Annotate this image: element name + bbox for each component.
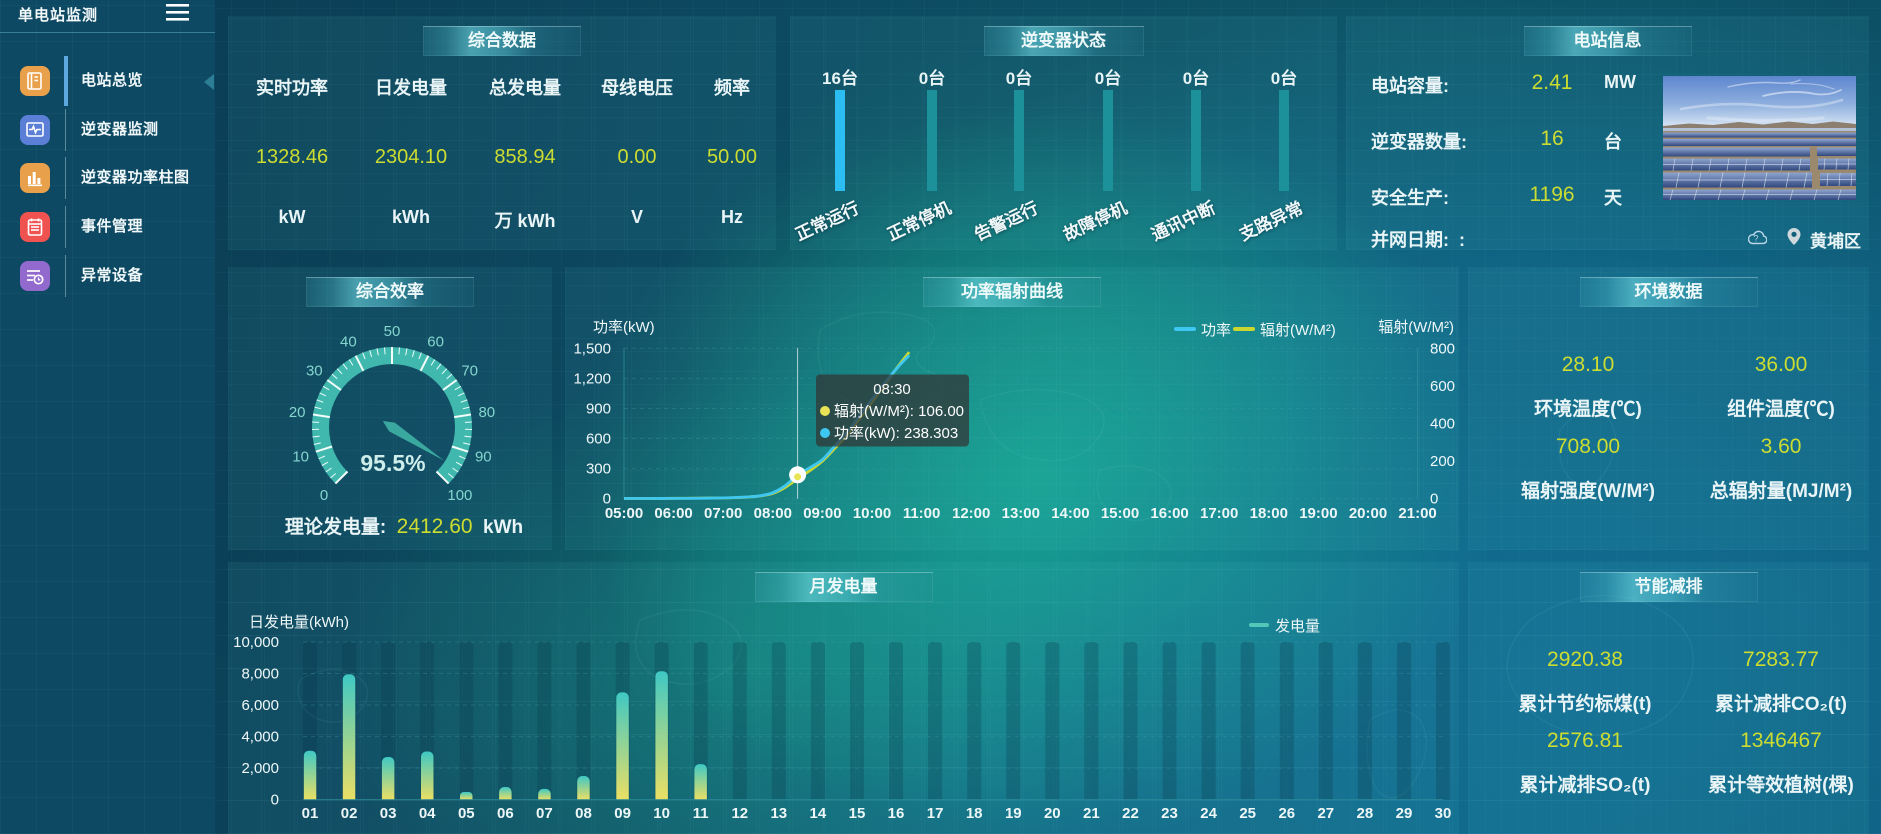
svg-text:400: 400: [1430, 416, 1455, 433]
svg-text:0: 0: [1430, 491, 1438, 508]
svg-text:20: 20: [1044, 805, 1061, 822]
svg-text:03: 03: [380, 805, 397, 822]
svg-text:01: 01: [302, 805, 319, 822]
svg-text:25: 25: [1239, 805, 1256, 822]
svg-text:24: 24: [1200, 805, 1217, 822]
svg-text:800: 800: [1430, 340, 1455, 357]
svg-text:17: 17: [927, 805, 944, 822]
svg-text:100: 100: [447, 487, 472, 504]
svg-text:12:00: 12:00: [952, 505, 990, 522]
svg-text:10:00: 10:00: [853, 505, 891, 522]
svg-text:900: 900: [586, 401, 611, 418]
svg-text:2,000: 2,000: [241, 760, 279, 777]
svg-text:05: 05: [458, 805, 475, 822]
svg-text:40: 40: [340, 334, 357, 351]
svg-text:18: 18: [966, 805, 983, 822]
svg-text:08: 08: [575, 805, 592, 822]
svg-text:0: 0: [603, 491, 611, 508]
svg-text:14:00: 14:00: [1051, 505, 1089, 522]
svg-text:14: 14: [810, 805, 827, 822]
svg-text:02: 02: [341, 805, 358, 822]
svg-text:28: 28: [1357, 805, 1374, 822]
svg-text:09: 09: [614, 805, 631, 822]
svg-text:80: 80: [478, 404, 495, 421]
svg-text:21: 21: [1083, 805, 1100, 822]
svg-text:20: 20: [289, 404, 306, 421]
svg-text:辐射(W/M²): 106.00: 辐射(W/M²): 106.00: [834, 403, 964, 420]
svg-text:11:00: 11:00: [903, 505, 941, 522]
svg-text:15: 15: [849, 805, 866, 822]
svg-text:05:00: 05:00: [605, 505, 643, 522]
svg-text:?: ?: [1753, 234, 1758, 244]
svg-text:07:00: 07:00: [704, 505, 742, 522]
svg-text:07: 07: [536, 805, 553, 822]
svg-text:95.5%: 95.5%: [360, 450, 425, 476]
svg-text:50: 50: [384, 323, 401, 340]
svg-text:30: 30: [1435, 805, 1452, 822]
svg-text:0: 0: [271, 792, 279, 809]
svg-text:16:00: 16:00: [1150, 505, 1188, 522]
svg-text:08:00: 08:00: [754, 505, 792, 522]
svg-text:17:00: 17:00: [1200, 505, 1238, 522]
svg-text:19:00: 19:00: [1299, 505, 1337, 522]
svg-text:11: 11: [693, 805, 709, 822]
svg-text:08:30: 08:30: [873, 381, 911, 398]
svg-text:18:00: 18:00: [1250, 505, 1288, 522]
svg-text:30: 30: [306, 363, 323, 380]
svg-text:1,200: 1,200: [573, 370, 611, 387]
svg-text:13:00: 13:00: [1002, 505, 1040, 522]
svg-text:10,000: 10,000: [233, 634, 279, 651]
svg-text:4,000: 4,000: [241, 729, 279, 746]
svg-text:发电量: 发电量: [1275, 618, 1320, 635]
svg-text:300: 300: [586, 461, 611, 478]
svg-text:12: 12: [731, 805, 748, 822]
svg-text:辐射(W/M²): 辐射(W/M²): [1260, 322, 1336, 339]
svg-text:60: 60: [427, 334, 444, 351]
svg-text:1,500: 1,500: [573, 340, 611, 357]
svg-text:04: 04: [419, 805, 436, 822]
svg-text:70: 70: [461, 363, 478, 380]
svg-text:29: 29: [1396, 805, 1413, 822]
svg-text:20:00: 20:00: [1349, 505, 1387, 522]
svg-text:19: 19: [1005, 805, 1022, 822]
svg-text:09:00: 09:00: [803, 505, 841, 522]
svg-text:功率(kW): 238.303: 功率(kW): 238.303: [834, 425, 958, 442]
svg-text:21:00: 21:00: [1398, 505, 1436, 522]
svg-text:600: 600: [586, 431, 611, 448]
svg-text:10: 10: [653, 805, 670, 822]
svg-text:90: 90: [475, 449, 492, 466]
svg-text:23: 23: [1161, 805, 1178, 822]
svg-text:功率(kW): 功率(kW): [593, 319, 655, 336]
svg-text:日发电量(kWh): 日发电量(kWh): [249, 614, 349, 631]
svg-text:8,000: 8,000: [241, 666, 279, 683]
svg-text:200: 200: [1430, 453, 1455, 470]
svg-text:功率: 功率: [1201, 322, 1231, 339]
svg-text:26: 26: [1278, 805, 1295, 822]
svg-text:6,000: 6,000: [241, 697, 279, 714]
svg-text:辐射(W/M²): 辐射(W/M²): [1378, 319, 1454, 336]
svg-text:16: 16: [888, 805, 905, 822]
svg-text:15:00: 15:00: [1101, 505, 1139, 522]
svg-text:22: 22: [1122, 805, 1139, 822]
svg-text:600: 600: [1430, 378, 1455, 395]
svg-text:13: 13: [770, 805, 787, 822]
svg-text:10: 10: [292, 449, 309, 466]
svg-text:27: 27: [1317, 805, 1334, 822]
svg-text:06: 06: [497, 805, 514, 822]
svg-text:06:00: 06:00: [654, 505, 692, 522]
svg-text:0: 0: [320, 487, 328, 504]
